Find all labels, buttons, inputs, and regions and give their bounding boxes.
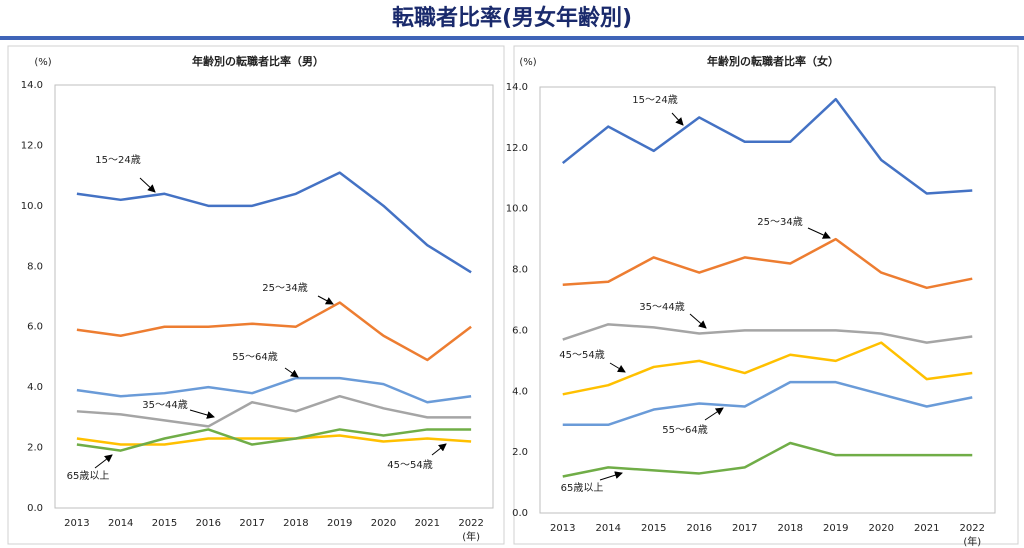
y-tick-label: 0.0 bbox=[512, 508, 528, 519]
label-arrow bbox=[704, 407, 724, 421]
series-label: 65歳以上 bbox=[561, 482, 604, 494]
series-label: 55～64歳 bbox=[232, 351, 277, 363]
series-line bbox=[562, 441, 973, 478]
series-line bbox=[76, 376, 472, 404]
y-tick-label: 6.0 bbox=[512, 325, 528, 336]
series-line bbox=[562, 323, 973, 344]
label-arrow bbox=[689, 313, 707, 329]
x-tick-label: 2014 bbox=[596, 523, 621, 534]
y-tick-label: 4.0 bbox=[27, 382, 43, 393]
series-label: 45～54歳 bbox=[387, 459, 432, 471]
x-tick-label: 2015 bbox=[152, 518, 177, 529]
y-tick-label: 10.0 bbox=[506, 204, 528, 215]
x-tick-label: 2015 bbox=[641, 523, 666, 534]
series-label: 15～24歳 bbox=[632, 94, 677, 106]
label-arrow bbox=[317, 295, 334, 305]
label-arrow bbox=[671, 112, 684, 126]
x-tick-label: 2019 bbox=[823, 523, 848, 534]
x-tick-label: 2016 bbox=[687, 523, 712, 534]
plot-area bbox=[539, 86, 996, 514]
y-tick-label: 12.0 bbox=[506, 143, 528, 154]
y-tick-label: 8.0 bbox=[512, 265, 528, 276]
x-tick-label: 2019 bbox=[327, 518, 352, 529]
y-tick-label: 8.0 bbox=[27, 261, 43, 272]
series-line bbox=[561, 97, 973, 195]
x-axis-label: (年) bbox=[462, 530, 480, 543]
chart-title: 年齢別の転職者比率（女） bbox=[707, 54, 839, 68]
x-tick-label: 2018 bbox=[283, 518, 308, 529]
y-tick-label: 4.0 bbox=[512, 386, 528, 397]
series-label: 25～34歳 bbox=[262, 282, 307, 294]
y-tick-label: 6.0 bbox=[27, 322, 43, 333]
y-tick-label: 2.0 bbox=[27, 443, 43, 454]
y-tick-label: 10.0 bbox=[21, 201, 43, 212]
series-line bbox=[76, 434, 472, 446]
label-arrow bbox=[94, 454, 113, 469]
y-tick-label: 0.0 bbox=[27, 503, 43, 514]
x-tick-label: 2013 bbox=[64, 518, 89, 529]
chart-title: 年齢別の転職者比率（男） bbox=[192, 54, 324, 68]
panel bbox=[7, 45, 505, 545]
label-arrow bbox=[139, 177, 156, 193]
series-line bbox=[76, 171, 472, 274]
series-label: 25～34歳 bbox=[757, 216, 802, 228]
label-arrow bbox=[599, 471, 623, 481]
series-label: 65歳以上 bbox=[67, 470, 110, 482]
label-arrow bbox=[431, 443, 447, 456]
y-tick-label: 14.0 bbox=[21, 80, 43, 91]
plot-area bbox=[54, 84, 494, 509]
y-tick-label: 12.0 bbox=[21, 140, 43, 151]
x-tick-label: 2021 bbox=[415, 518, 440, 529]
label-arrow bbox=[284, 367, 299, 378]
page-title: 転職者比率(男女年齢別) bbox=[392, 5, 632, 31]
x-tick-label: 2022 bbox=[458, 518, 483, 529]
series-label: 55～64歳 bbox=[662, 424, 707, 436]
series-line bbox=[562, 237, 973, 290]
x-tick-label: 2020 bbox=[869, 523, 894, 534]
series-label: 15～24歳 bbox=[95, 154, 140, 166]
x-tick-label: 2014 bbox=[108, 518, 133, 529]
y-axis-label: (%) bbox=[34, 57, 51, 68]
label-arrow bbox=[609, 362, 626, 373]
x-tick-label: 2016 bbox=[196, 518, 221, 529]
x-tick-label: 2013 bbox=[550, 523, 575, 534]
series-label: 45～54歳 bbox=[559, 349, 604, 361]
y-tick-label: 14.0 bbox=[506, 82, 528, 93]
x-tick-label: 2021 bbox=[914, 523, 939, 534]
panel bbox=[513, 45, 1019, 545]
y-tick-label: 2.0 bbox=[512, 447, 528, 458]
series-line bbox=[562, 380, 973, 427]
x-tick-label: 2018 bbox=[778, 523, 803, 534]
x-tick-label: 2017 bbox=[732, 523, 757, 534]
label-arrow bbox=[189, 409, 215, 419]
x-tick-label: 2020 bbox=[371, 518, 396, 529]
series-label: 35～44歳 bbox=[639, 301, 684, 313]
series-line bbox=[76, 301, 472, 362]
x-tick-label: 2017 bbox=[239, 518, 264, 529]
x-tick-label: 2022 bbox=[960, 523, 985, 534]
series-line bbox=[76, 394, 472, 428]
series-line bbox=[76, 428, 472, 452]
series-label: 35～44歳 bbox=[142, 399, 187, 411]
series-line bbox=[562, 341, 973, 396]
label-arrow bbox=[807, 227, 831, 239]
x-axis-label: (年) bbox=[963, 535, 981, 548]
y-axis-label: (%) bbox=[519, 57, 536, 68]
title-bar bbox=[0, 36, 1024, 40]
